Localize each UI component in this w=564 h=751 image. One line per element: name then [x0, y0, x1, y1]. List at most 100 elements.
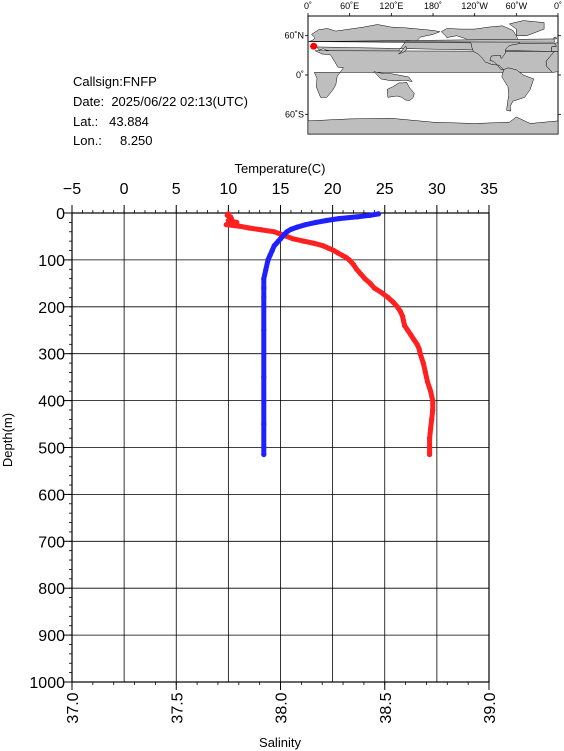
lon-label: Lon.: — [73, 133, 102, 148]
temperature-data-point — [422, 369, 428, 376]
temperature-data-point — [225, 217, 231, 224]
temperature-data-point — [223, 222, 229, 228]
temperature-data-point — [385, 294, 391, 300]
salinity-data-point — [355, 214, 361, 220]
date-label: Date: — [73, 94, 105, 109]
salinity-data-point — [323, 217, 329, 224]
temperature-tick-label: −5 — [63, 181, 81, 198]
temperature-data-point — [427, 451, 433, 458]
temperature-data-point — [362, 276, 368, 282]
salinity-data-point — [265, 257, 271, 263]
salinity-profile-line — [261, 211, 381, 457]
callsign-label: Callsign: — [73, 74, 123, 89]
temperature-data-point — [325, 245, 332, 251]
salinity-data-point — [261, 421, 267, 427]
salinity-data-point — [375, 211, 382, 217]
temperature-data-point — [271, 229, 277, 235]
salinity-tick-label: 38.0 — [274, 692, 291, 723]
salinity-data-point — [294, 224, 300, 230]
salinity-tick-label: 39.0 — [482, 692, 499, 723]
temperature-data-point — [414, 341, 420, 347]
temperature-data-point — [397, 308, 403, 315]
depth-tick-label: 600 — [38, 487, 65, 504]
land-north-america — [440, 25, 521, 71]
temperature-data-point — [430, 398, 436, 404]
temperature-data-point — [339, 252, 345, 258]
salinity-data-point — [269, 247, 275, 254]
salinity-data-point — [261, 276, 267, 282]
temperature-data-point — [312, 240, 318, 247]
depth-tick-label: 100 — [38, 253, 65, 270]
temperature-data-point — [399, 313, 406, 319]
temperature-data-point — [350, 262, 357, 268]
temperature-data-point — [427, 435, 433, 441]
map-lon-label: 120˚W — [461, 1, 488, 11]
temperature-data-point — [331, 247, 337, 254]
profile-series — [223, 211, 436, 458]
land-japan — [398, 45, 407, 55]
map-lon-label: 60˚W — [506, 1, 528, 11]
temperature-data-point — [335, 250, 341, 256]
salinity-data-point — [263, 266, 269, 272]
salinity-tick-label: 37.5 — [169, 692, 186, 723]
land-greenland — [508, 20, 545, 36]
salinity-data-point — [313, 219, 319, 225]
date-line: Date: 2025/06/22 02:13(UTC) — [73, 94, 248, 110]
plot-axes: −5 0 5 10 15 20 25 30 35 37.0 37.5 38.0 38.5 39.0 0 100… — [29, 181, 499, 724]
temperature-data-point — [429, 416, 435, 422]
temperature-tick-label: 10 — [219, 181, 237, 198]
lon-value: 8.250 — [119, 133, 153, 148]
depth-tick-label: 700 — [38, 534, 65, 551]
lat-value: 43.884 — [109, 114, 149, 129]
depth-tick-label: 300 — [38, 347, 65, 364]
temperature-data-point — [379, 290, 385, 296]
temperature-tick-label: 20 — [324, 181, 342, 198]
salinity-data-point — [261, 444, 267, 451]
salinity-data-point — [261, 374, 267, 380]
temperature-data-point — [259, 227, 265, 233]
map-lat-label: 60˚N — [284, 31, 304, 41]
land-australia — [386, 81, 415, 101]
temperature-data-point — [428, 426, 434, 432]
map-lon-label: 60˚E — [340, 1, 359, 11]
depth-tick-label: 1000 — [29, 675, 65, 692]
salinity-data-point — [336, 216, 342, 222]
lat-line: Lat.: 43.884 — [73, 114, 149, 130]
map-lat-label: 0˚ — [296, 70, 304, 80]
salinity-data-point — [261, 398, 267, 404]
temperature-data-point — [320, 243, 326, 249]
temperature-data-point — [416, 346, 422, 352]
lon-line: Lon.: 8.250 — [73, 133, 153, 149]
salinity-data-point — [261, 304, 267, 310]
salinity-data-point — [288, 226, 294, 232]
map-lon-label: 0˚ — [304, 1, 312, 11]
temperature-data-point — [428, 388, 434, 394]
temperature-tick-label: 15 — [272, 181, 290, 198]
temperature-data-point — [371, 285, 377, 291]
world-map: 0˚ 60˚E 120˚E 180˚ 120˚W 60˚W 0˚ 60˚N 0˚ 60˚S — [284, 1, 562, 135]
salinity-data-point — [271, 243, 277, 249]
temperature-data-point — [405, 327, 411, 333]
depth-axis-title: Depth(m) — [0, 413, 15, 467]
temperature-data-point — [402, 323, 408, 329]
temperature-data-point — [394, 304, 400, 310]
temperature-tick-label: 35 — [480, 181, 498, 198]
depth-tick-label: 500 — [38, 441, 65, 458]
plot-grid — [72, 213, 489, 682]
temperature-tick-label: 0 — [120, 181, 129, 198]
temperature-data-point — [390, 299, 396, 305]
map-lat-label: 60˚S — [285, 109, 304, 119]
depth-tick-label: 900 — [38, 628, 65, 645]
date-value: 2025/06/22 02:13(UTC) — [111, 94, 248, 109]
temperature-data-point — [430, 407, 436, 413]
temperature-data-point — [420, 360, 426, 366]
temperature-data-point — [354, 266, 360, 272]
temperature-tick-label: 25 — [376, 181, 394, 198]
salinity-data-point — [261, 294, 267, 300]
temperature-data-point — [358, 271, 364, 277]
land-uk — [308, 36, 557, 43]
land-south-america — [501, 67, 535, 112]
salinity-data-point — [367, 212, 373, 218]
temperature-axis-title: Temperature(C) — [234, 161, 325, 176]
